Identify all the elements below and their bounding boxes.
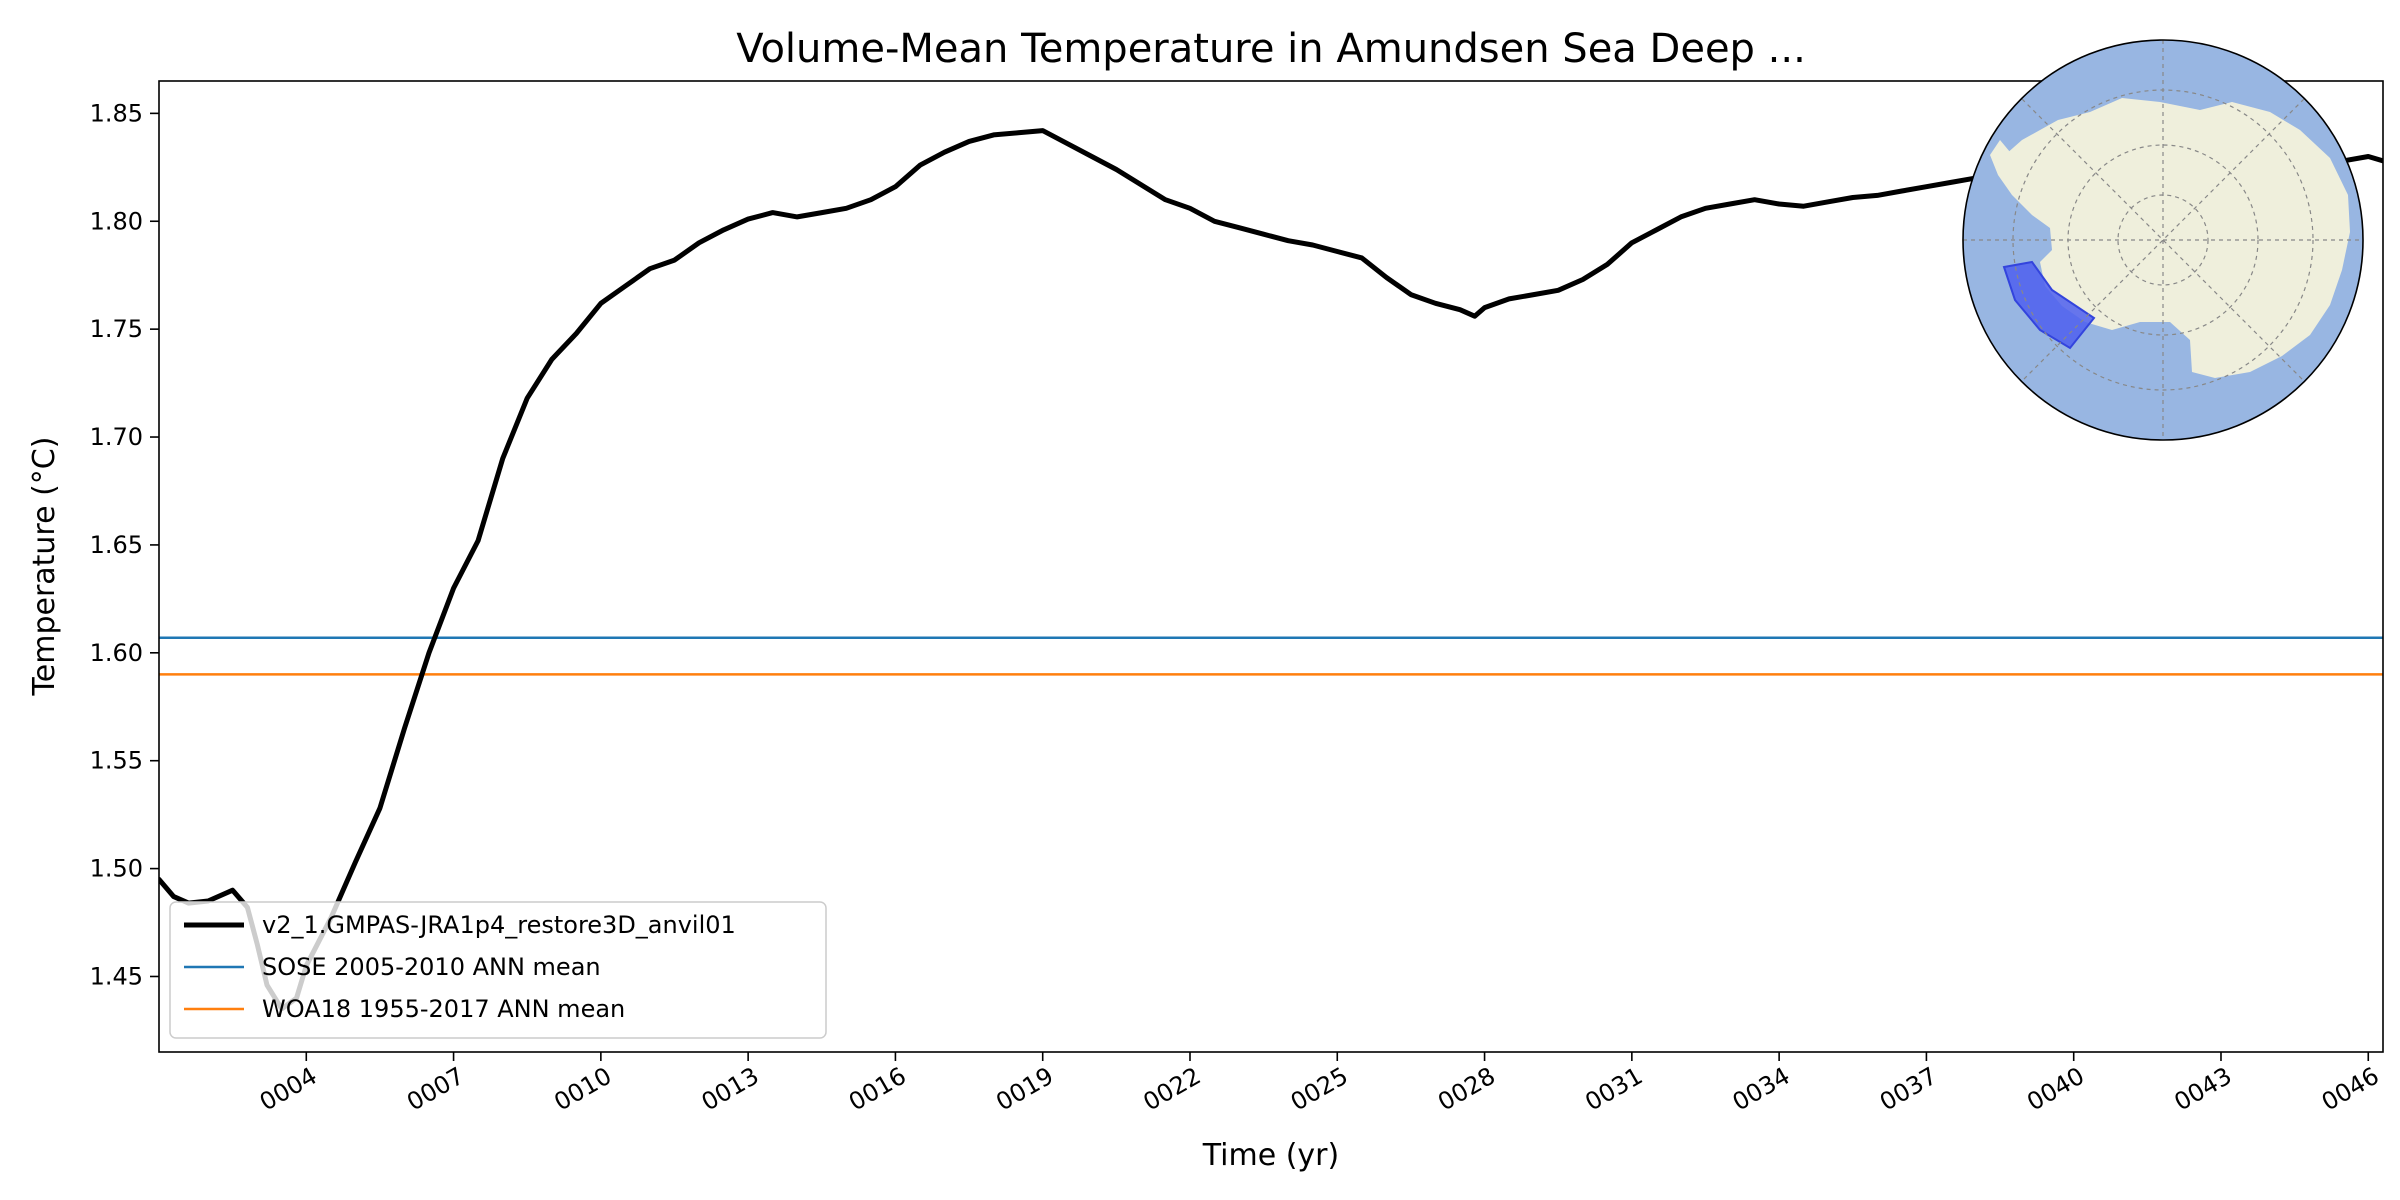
- legend-entry-model: v2_1.GMPAS-JRA1p4_restore3D_anvil01: [184, 911, 736, 939]
- map-graticule: [1963, 40, 2363, 440]
- y-tick-label: 1.65: [90, 531, 143, 559]
- legend-label-sose: SOSE 2005-2010 ANN mean: [262, 953, 601, 981]
- y-tick-label: 1.70: [90, 423, 143, 451]
- y-tick-label: 1.75: [90, 315, 143, 343]
- y-tick-label: 1.55: [90, 747, 143, 775]
- legend: v2_1.GMPAS-JRA1p4_restore3D_anvil01 SOSE…: [169, 901, 827, 1039]
- chart-title: Volume-Mean Temperature in Amundsen Sea …: [736, 26, 1806, 72]
- y-tick-label: 1.60: [90, 639, 143, 667]
- legend-label-woa18: WOA18 1955-2017 ANN mean: [262, 995, 625, 1023]
- plot-frame: [158, 80, 2384, 1053]
- y-axis-label: Temperature (°C): [27, 437, 62, 697]
- legend-box: [169, 901, 827, 1039]
- legend-entry-woa18: WOA18 1955-2017 ANN mean: [184, 995, 625, 1023]
- x-axis-label: Time (yr): [1202, 1138, 1339, 1173]
- map-amundsen-sea-region: [2002, 260, 2096, 350]
- legend-label-model: v2_1.GMPAS-JRA1p4_restore3D_anvil01: [262, 911, 736, 939]
- legend-entry-sose: SOSE 2005-2010 ANN mean: [184, 953, 601, 981]
- map-antarctic-peninsula: [1990, 140, 2020, 195]
- map-outline: [1962, 39, 2364, 441]
- y-tick-label: 1.80: [90, 207, 143, 235]
- y-tick-label: 1.45: [90, 962, 143, 990]
- y-tick-label: 1.50: [90, 855, 143, 883]
- y-axis: 1.45 1.50 1.55 1.60 1.65 1.70 1.75 1.80 1.85: [90, 99, 159, 990]
- series-layer: [159, 128, 2383, 1012]
- y-tick-label: 1.85: [90, 99, 143, 127]
- antarctica-inset-map: [1962, 39, 2364, 441]
- series-line-0: [159, 128, 2383, 1012]
